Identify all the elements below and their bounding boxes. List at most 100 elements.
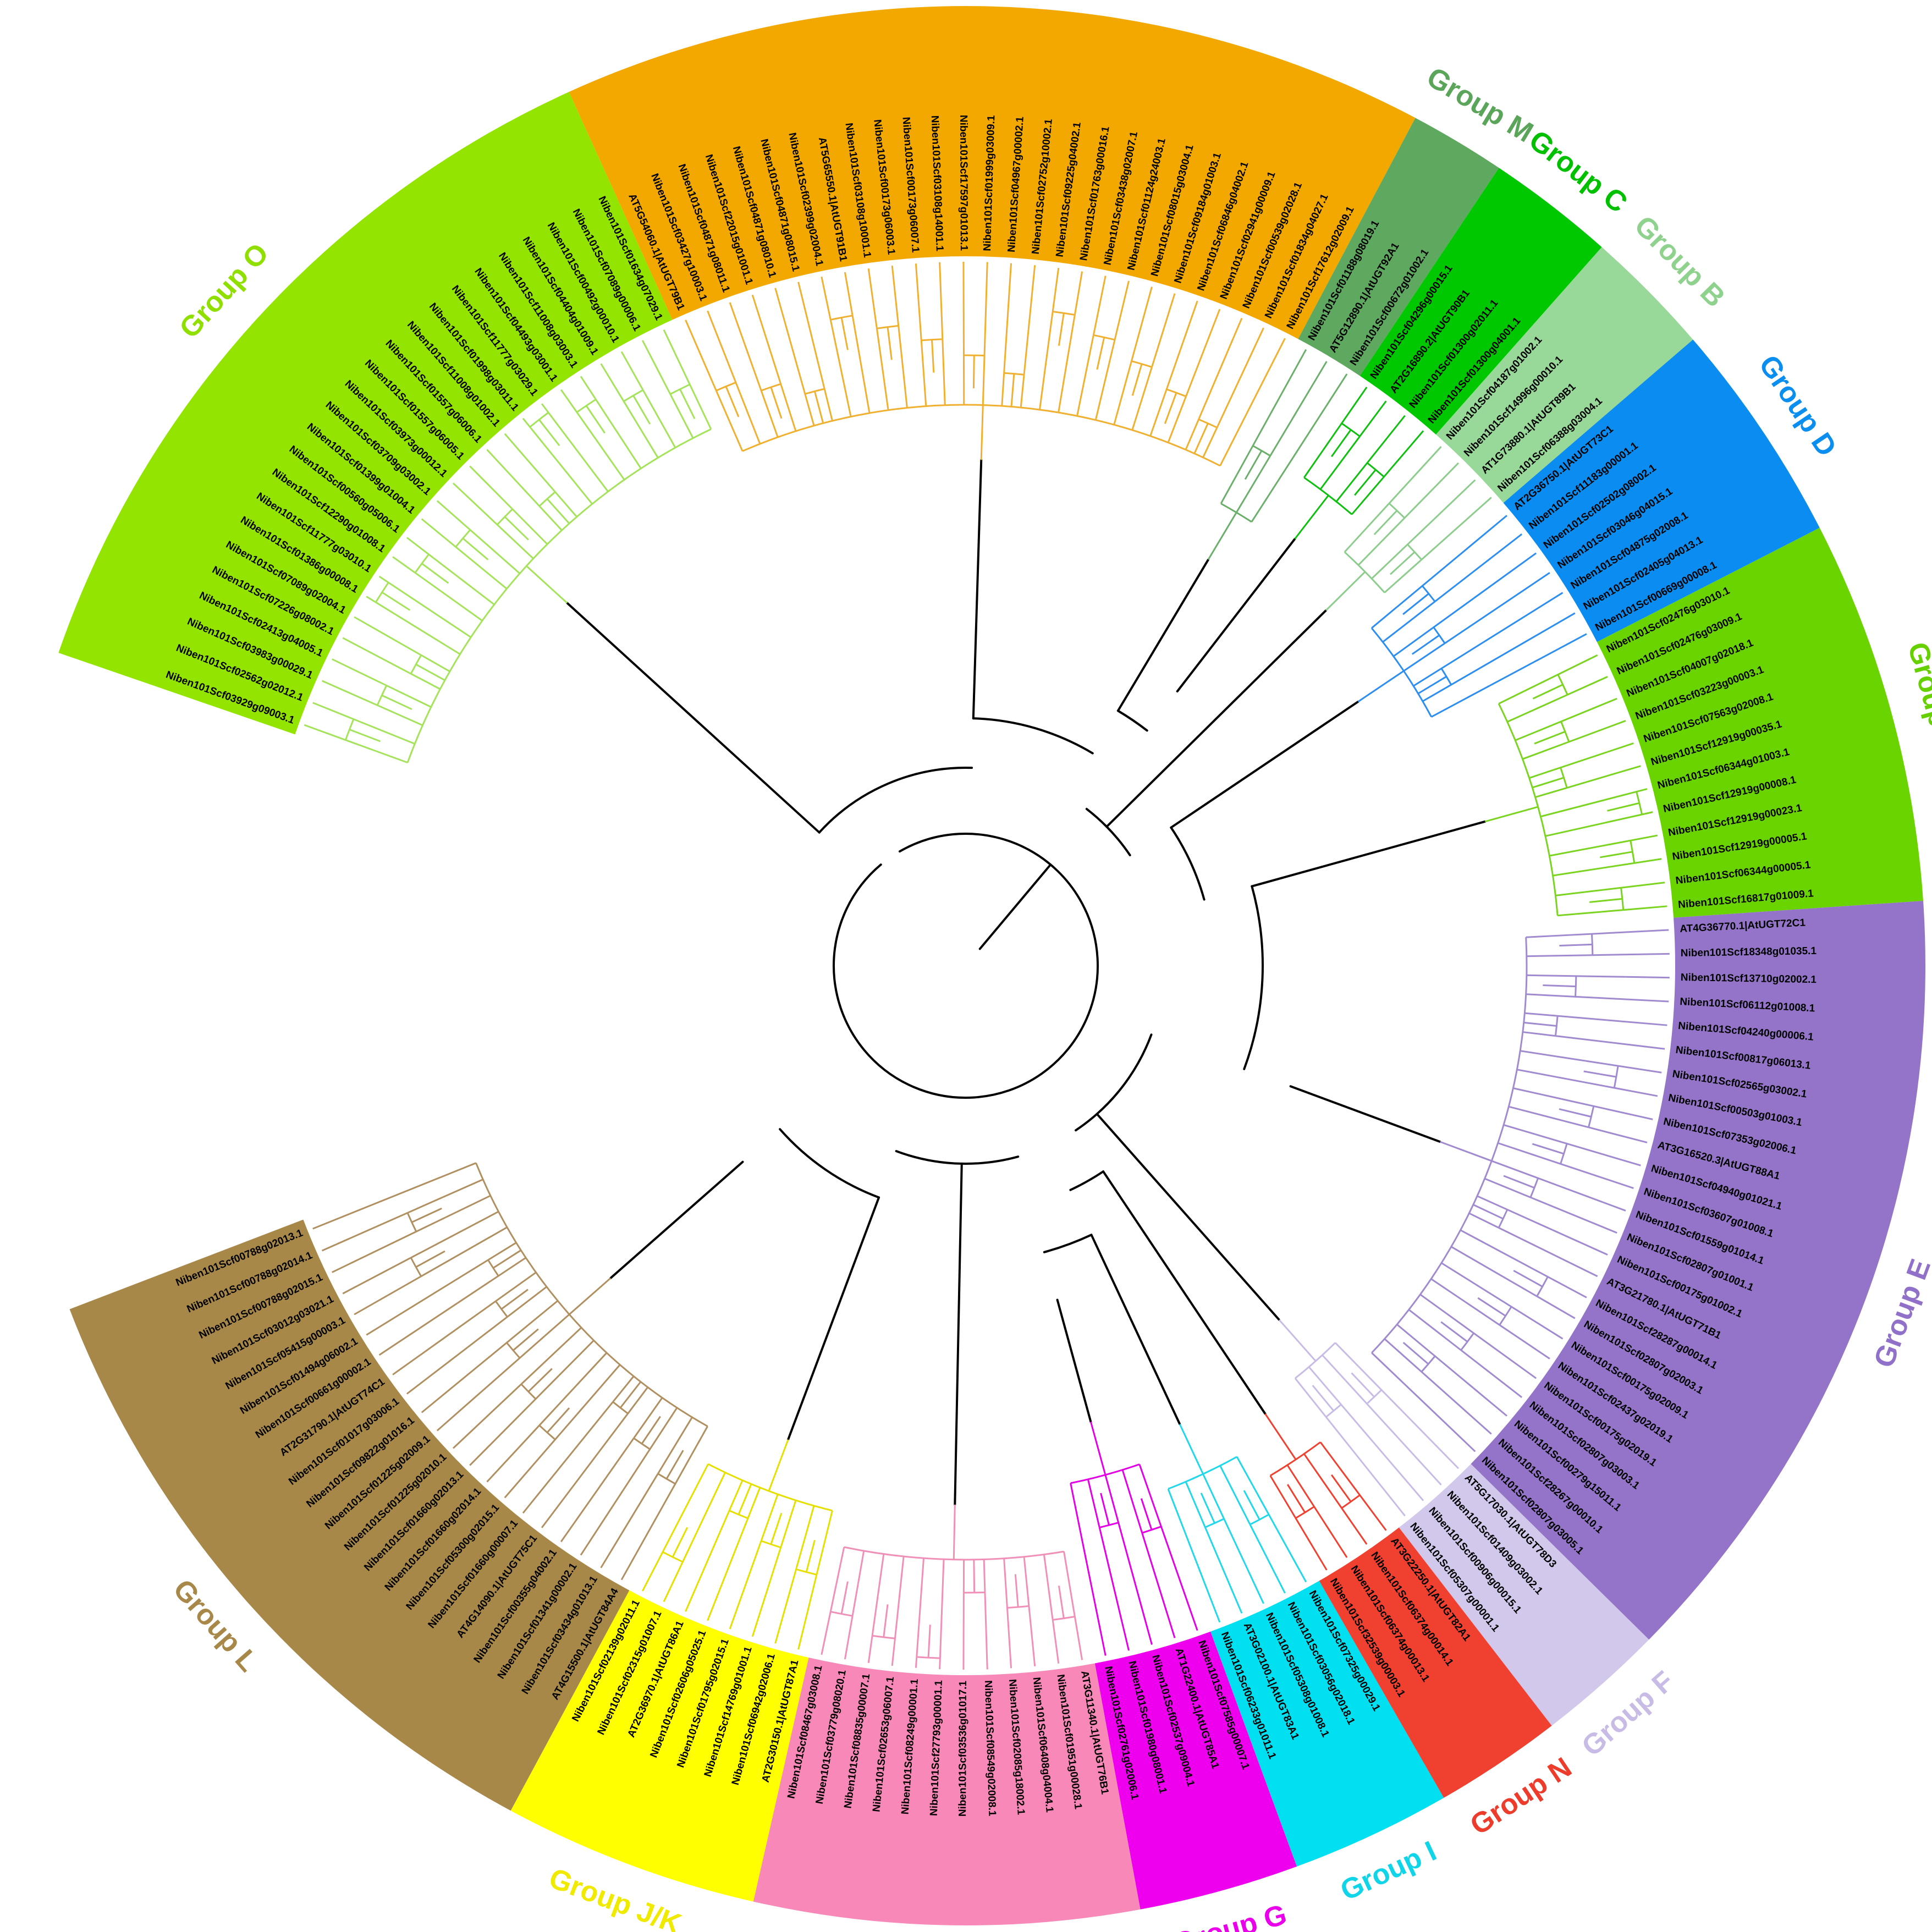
- leaf-branch: [774, 1569, 797, 1644]
- leaf-branch: [1446, 1313, 1537, 1379]
- sub-branch: [1460, 1229, 1520, 1262]
- sub-branch: [1451, 1246, 1538, 1297]
- leaf-branch: [620, 1455, 692, 1581]
- leaf-branch: [1530, 1196, 1617, 1234]
- leaf-branch: [378, 1302, 458, 1356]
- sub-branch: [1104, 1474, 1132, 1571]
- sub-branch: [1520, 1050, 1586, 1062]
- node-branch: [671, 1527, 689, 1557]
- sub-branch: [505, 469, 563, 531]
- leaf-branch: [1434, 533, 1523, 602]
- sub-branch: [871, 1554, 885, 1636]
- sub-branch: [1251, 438, 1306, 522]
- leaf-branch: [1357, 1366, 1460, 1469]
- backbone-branch: [1251, 820, 1487, 888]
- group-label-g: Group G: [1170, 1898, 1290, 1932]
- sub-branch: [823, 388, 833, 421]
- leaf-branch: [600, 363, 642, 430]
- sub-branch: [1430, 685, 1490, 718]
- sub-branch: [1023, 1556, 1035, 1656]
- node-arc: [830, 315, 853, 321]
- node-arc: [1536, 1276, 1549, 1297]
- sub-branch: [410, 1210, 499, 1259]
- node-branch: [813, 391, 824, 423]
- sub-branch: [1371, 1352, 1432, 1411]
- node-arc: [877, 324, 899, 329]
- backbone-branch: [1289, 1085, 1441, 1143]
- sub-branch: [780, 383, 797, 432]
- node-arc: [1630, 840, 1636, 863]
- sub-branch: [407, 1179, 483, 1214]
- backbone-branch: [954, 1162, 963, 1506]
- sub-branch: [332, 684, 423, 726]
- group-label-p: Group P: [1901, 639, 1932, 756]
- leaf-branch: [620, 351, 644, 390]
- group-stem: [1325, 571, 1366, 612]
- leaf-branch: [1560, 1163, 1634, 1189]
- leaf-branch: [1244, 1563, 1264, 1604]
- group-band-g: [1094, 1631, 1297, 1909]
- leaf-branch: [1483, 592, 1564, 643]
- sub-branch: [1535, 787, 1567, 798]
- sub-branch: [642, 389, 676, 448]
- node-branch: [500, 1289, 529, 1310]
- sub-branch: [441, 591, 483, 621]
- sub-branch: [386, 685, 432, 708]
- leaf-branch: [600, 1473, 659, 1568]
- backbone-branch: [787, 1196, 880, 1441]
- sub-branch: [1070, 1483, 1088, 1565]
- leaf-branch: [729, 1540, 762, 1630]
- backbone-arc: [1075, 1113, 1098, 1132]
- sub-branch: [1235, 455, 1272, 513]
- leaf-branch: [392, 1300, 497, 1375]
- leaf-branch: [707, 310, 737, 383]
- sub-branch: [1063, 1551, 1070, 1584]
- sub-branch: [554, 491, 577, 518]
- leaf-branch: [1216, 327, 1264, 428]
- node-branch: [1473, 1204, 1504, 1220]
- sub-branch: [640, 429, 659, 459]
- node-branch: [1058, 313, 1065, 346]
- group-stem: [1264, 1413, 1297, 1460]
- group-stem: [1278, 1319, 1317, 1362]
- leaf-branch: [436, 1335, 546, 1432]
- node-branch: [1412, 634, 1440, 655]
- sub-branch: [456, 1257, 527, 1304]
- leaf-branch: [1535, 1133, 1641, 1166]
- group-label-i: Group I: [1336, 1835, 1441, 1907]
- sub-branch: [1396, 1324, 1474, 1389]
- sub-branch: [1303, 1453, 1342, 1509]
- sub-branch: [1526, 974, 1626, 978]
- leaf-branch: [707, 1564, 731, 1621]
- node-arc: [623, 389, 643, 402]
- leaf-branch: [1366, 446, 1442, 529]
- group-stem: [526, 565, 568, 604]
- leaf-branch: [321, 1212, 408, 1252]
- leaf-branch: [1325, 1416, 1406, 1517]
- leaf-branch: [1430, 1409, 1476, 1452]
- sub-branch: [481, 567, 508, 590]
- node-arc: [1560, 1143, 1568, 1164]
- backbone-arc: [960, 1155, 1020, 1165]
- sub-branch: [1507, 693, 1568, 723]
- sub-branch: [735, 382, 761, 444]
- sub-branch: [1185, 1481, 1206, 1528]
- sub-branch: [1557, 909, 1623, 917]
- leaf-branch: [1052, 1620, 1060, 1664]
- node-branch: [1100, 1493, 1110, 1526]
- node-branch: [1140, 1498, 1153, 1531]
- backbone-arc: [779, 1128, 880, 1199]
- leaf-branch: [1606, 697, 1617, 704]
- sub-branch: [1513, 1087, 1562, 1100]
- group-stem: [1179, 1423, 1204, 1474]
- sub-branch: [829, 1546, 845, 1612]
- backbone-arc: [1085, 807, 1108, 828]
- group-stem: [768, 1439, 789, 1491]
- leaf-branch: [332, 1216, 447, 1273]
- leaf-branch: [1295, 1517, 1328, 1571]
- sub-branch: [1344, 527, 1368, 553]
- leaf-branch: [1006, 263, 1012, 324]
- node-branch: [1477, 1297, 1506, 1317]
- leaf-branch: [580, 376, 597, 400]
- leaf-branch: [541, 403, 549, 414]
